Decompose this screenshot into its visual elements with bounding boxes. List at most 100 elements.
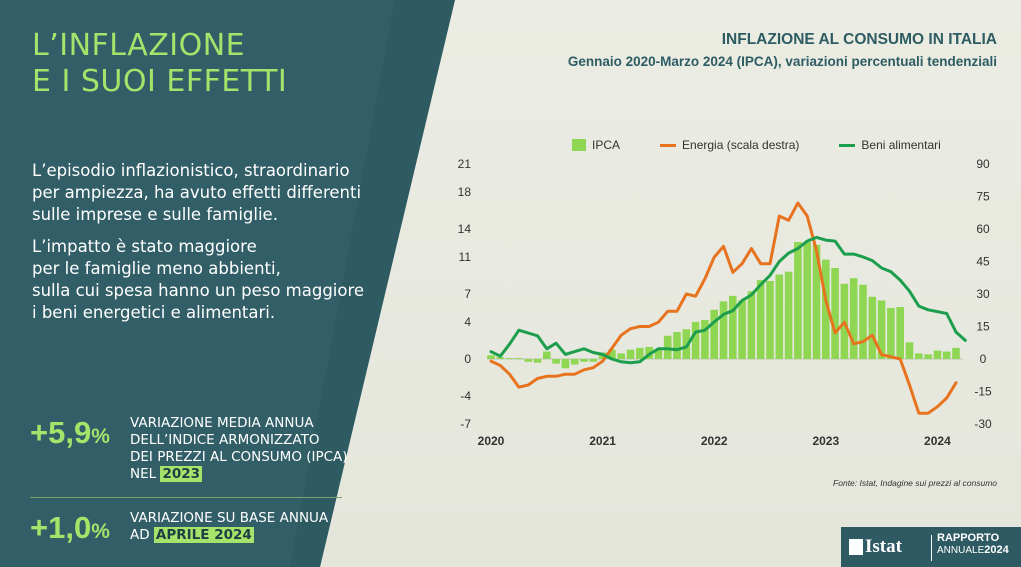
y-left-tick-label: 4 <box>464 315 471 329</box>
y-right-tick-label: 15 <box>976 320 990 334</box>
istat-logo: Istat <box>865 536 902 557</box>
footer-divider <box>931 535 932 561</box>
kpi-highlight: 2023 <box>160 466 203 482</box>
kpi-desc-line: VARIAZIONE MEDIA ANNUA <box>130 415 314 431</box>
bar-ipca <box>952 347 960 359</box>
y-left-tick-label: 14 <box>458 222 472 236</box>
bar-ipca <box>766 281 774 359</box>
paragraph-line: per le famiglie meno abbienti, <box>32 259 281 278</box>
paragraph-line: per ampiezza, ha avuto effetti different… <box>32 183 362 202</box>
legend-label: Beni alimentari <box>861 138 941 152</box>
y-right-tick-label: 30 <box>976 287 990 301</box>
y-left-tick-label: 18 <box>458 185 472 199</box>
y-right-tick-label: 60 <box>976 222 990 236</box>
bar-ipca <box>626 349 635 359</box>
bar-ipca <box>589 359 598 362</box>
bar-ipca <box>868 296 877 359</box>
bar-ipca <box>654 349 663 359</box>
bar-ipca <box>701 320 709 359</box>
y-right-tick-label: -15 <box>974 385 992 399</box>
kpi-desc-line: VARIAZIONE SU BASE ANNUA <box>130 510 329 526</box>
paragraph-line: sulla cui spesa hanno un peso maggiore <box>32 281 365 300</box>
x-tick-label: 2022 <box>701 434 728 448</box>
x-tick-label: 2021 <box>589 434 616 448</box>
kpi-prefix: NEL <box>130 466 161 482</box>
bar-ipca <box>775 274 784 359</box>
bar-ipca <box>924 354 932 359</box>
title-line-1: L’INFLAZIONE <box>32 28 246 63</box>
bar-ipca <box>747 291 756 359</box>
bar-ipca <box>524 359 532 362</box>
kpi-prefix: AD <box>130 527 154 543</box>
bar-ipca <box>496 357 505 359</box>
kpi-value: +5,9% <box>30 415 130 451</box>
chart-legend: IPCA Energia (scala destra) Beni aliment… <box>572 138 981 152</box>
legend-item-alimentari: Beni alimentari <box>839 138 941 152</box>
footer-brand: Istat RAPPORTO ANNUALE2024 <box>841 527 1021 567</box>
kpi-number: +1,0 <box>30 510 92 545</box>
bar-ipca <box>691 321 700 359</box>
title-line-2: E I SUOI EFFETTI <box>32 64 288 99</box>
bar-ipca <box>505 358 514 359</box>
kpi-unit: % <box>91 425 110 448</box>
bar-ipca <box>831 268 839 359</box>
x-tick-label: 2023 <box>812 434 839 448</box>
bar-ipca <box>877 300 886 359</box>
bar-ipca <box>887 307 895 359</box>
chart-title: INFLAZIONE AL CONSUMO IN ITALIA <box>721 31 997 48</box>
kpi-number: +5,9 <box>30 415 92 450</box>
bar-ipca <box>710 309 718 359</box>
y-right-tick-label: 0 <box>980 352 987 366</box>
bar-ipca <box>738 300 746 359</box>
legend-item-energia: Energia (scala destra) <box>660 138 799 152</box>
bar-ipca <box>561 359 570 369</box>
x-tick-label: 2024 <box>924 434 951 448</box>
bar-ipca <box>487 355 495 359</box>
paragraph-line: sulle imprese e sulle famiglie. <box>32 205 278 224</box>
bar-ipca <box>933 350 942 359</box>
panel-title: L’INFLAZIONE E I SUOI EFFETTI <box>32 28 287 100</box>
line-beni-alimentari <box>489 235 967 365</box>
bar-ipca <box>896 307 904 359</box>
bar-ipca <box>849 278 858 359</box>
bar-ipca <box>822 259 830 359</box>
legend-label: Energia (scala destra) <box>682 138 800 152</box>
y-right-tick-label: 45 <box>976 255 990 269</box>
source-note: Fonte: Istat, Indagine sui prezzi al con… <box>833 478 997 488</box>
y-left-tick-label: -7 <box>460 417 471 431</box>
kpi-desc-line: DEI PREZZI AL CONSUMO (IPCA) <box>130 449 348 465</box>
legend-swatch <box>839 143 856 147</box>
year-label: 2024 <box>984 544 1009 556</box>
kpi-highlight: APRILE 2024 <box>153 527 254 543</box>
legend-item-ipca: IPCA <box>572 138 620 152</box>
bar-ipca <box>533 359 542 363</box>
bar-ipca <box>570 359 579 365</box>
kpi-desc-line: AD APRILE 2024 <box>130 527 328 544</box>
y-right-tick-label: 90 <box>976 157 990 171</box>
kpi-desc-line: DELL’INDICE ARMONIZZATO <box>130 432 320 448</box>
y-right-tick-label: -30 <box>974 417 992 431</box>
bar-ipca <box>905 342 914 359</box>
bar-ipca <box>859 284 867 359</box>
kpi-april-2024: +1,0% VARIAZIONE SU BASE ANNUA AD APRILE… <box>30 510 328 546</box>
kpi-desc-line: NEL 2023 <box>130 466 348 483</box>
paragraph-line: L’impatto è stato maggiore <box>32 237 257 256</box>
line-energia <box>489 201 958 415</box>
annuale-label: ANNUALE <box>937 545 985 556</box>
bar-ipca <box>803 242 811 359</box>
x-tick-label: 2020 <box>478 434 505 448</box>
rapporto-annuale: RAPPORTO ANNUALE2024 <box>937 532 1009 557</box>
bar-ipca <box>617 353 625 359</box>
bar-ipca <box>580 359 588 362</box>
chart-subtitle: Gennaio 2020-Marzo 2024 (IPCA), variazio… <box>567 54 997 69</box>
bar-ipca <box>942 351 951 359</box>
annuale-line: ANNUALE2024 <box>937 544 1009 557</box>
bar-ipca <box>673 332 681 359</box>
legend-label: IPCA <box>592 138 621 152</box>
y-left-tick-label: 7 <box>464 287 471 301</box>
kpi-description: VARIAZIONE MEDIA ANNUA DELL’INDICE ARMON… <box>130 415 348 483</box>
kpi-ipca-2023: +5,9% VARIAZIONE MEDIA ANNUA DELL’INDICE… <box>30 415 348 483</box>
y-left-tick-label: 21 <box>458 157 472 171</box>
bar-ipca <box>515 358 523 359</box>
